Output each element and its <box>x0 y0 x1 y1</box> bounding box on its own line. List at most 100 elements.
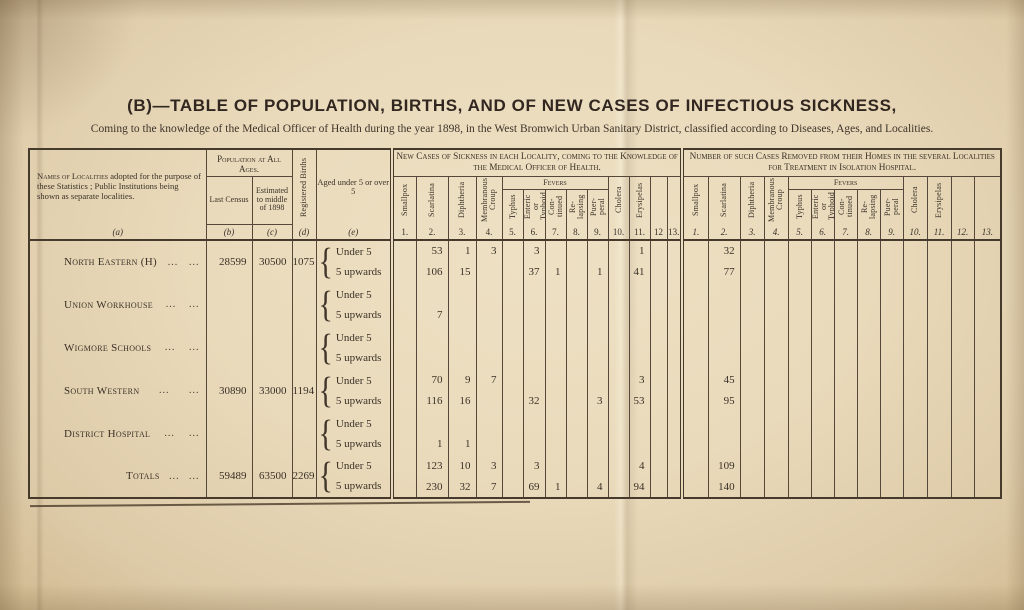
names-header-lead: Names of Localities <box>37 171 109 182</box>
cases-over5-cell <box>502 433 524 455</box>
removed-under5-cell <box>788 369 812 391</box>
removed-under5-cell <box>951 455 975 477</box>
births-header-label: Registered Births <box>299 157 308 217</box>
removed-under5-cell <box>740 455 765 477</box>
cases-fevers-group-header: Fevers <box>502 176 609 190</box>
removed-over5-cell <box>811 476 835 498</box>
removed-over5-cell <box>680 476 709 498</box>
col-number: 1. <box>390 224 417 241</box>
removed-under5-cell <box>927 240 952 262</box>
cases-over5-cell <box>667 390 683 412</box>
births-value: 1194 <box>292 369 317 412</box>
cases-over5-cell <box>476 261 503 283</box>
disease-label: Con- tinued <box>836 196 854 218</box>
estimated-value <box>252 412 293 455</box>
cases-under5-cell <box>566 412 588 434</box>
removed-over5-cell <box>788 476 812 498</box>
age-group-cell: {Under 5 5 upwards <box>316 326 393 369</box>
cases-over5-cell: 15 <box>448 261 477 283</box>
cases-over5-cell <box>608 433 630 455</box>
removed-under5-cell <box>880 240 904 262</box>
removed-over5-cell <box>764 390 789 412</box>
col-number: 5. <box>502 224 524 241</box>
col-number: 7. <box>834 224 858 241</box>
cases-over5-cell <box>587 347 609 369</box>
removed-over5-cell <box>951 261 975 283</box>
removed-col-puerperal: Puer- peral <box>880 189 904 224</box>
age-over-label: 5 upwards <box>335 480 382 492</box>
cases-over5-cell <box>650 433 668 455</box>
cases-over5-cell: 53 <box>629 390 651 412</box>
cases-over5-cell <box>650 347 668 369</box>
removed-under5-cell <box>764 240 789 262</box>
cases-over5-cell <box>545 390 567 412</box>
cases-over5-cell <box>523 347 546 369</box>
cases-under5-cell <box>545 326 567 348</box>
table-row: Union Workhouse...... {Under 5 5 upwards <box>29 283 1002 326</box>
locality-label: Totals <box>126 470 160 482</box>
cases-under5-cell <box>523 283 546 305</box>
removed-over5-cell <box>680 261 709 283</box>
brace-glyph: { <box>318 283 333 325</box>
removed-under5-cell <box>880 283 904 305</box>
cases-under5-cell: 1 <box>629 240 651 262</box>
removed-over5-cell <box>857 261 881 283</box>
cases-under5-cell <box>667 326 683 348</box>
cases-under5-cell <box>523 369 546 391</box>
removed-over5-cell <box>951 390 975 412</box>
cases-under5-cell <box>502 240 524 262</box>
cases-under5-cell <box>390 412 417 434</box>
age-under-label: Under 5 <box>335 374 372 387</box>
col-number: 8. <box>566 224 588 241</box>
cases-col-13 <box>667 176 683 224</box>
col-number: 2. <box>416 224 449 241</box>
cases-under5-cell <box>502 283 524 305</box>
removed-under5-cell <box>680 455 709 477</box>
dot-leader: ... <box>189 385 200 396</box>
col-letter: (b) <box>206 223 253 241</box>
locality-label: North Eastern (H) <box>64 256 157 268</box>
births-value <box>292 412 317 455</box>
removed-over5-cell <box>834 261 858 283</box>
age-group-cell: {Under 5 5 upwards <box>316 283 393 326</box>
cases-over5-cell: 3 <box>587 390 609 412</box>
births-value: 2269 <box>292 455 317 498</box>
col-number: 9. <box>587 224 609 241</box>
removed-under5-cell <box>951 412 975 434</box>
col-number: 13. <box>974 224 1002 241</box>
cases-over5-cell: 41 <box>629 261 651 283</box>
disease-label: Cholera <box>613 186 623 214</box>
cases-over5-cell: 1 <box>587 261 609 283</box>
removed-over5-cell <box>951 476 975 498</box>
col-number: 12. <box>951 224 975 241</box>
cases-over5-cell: 7 <box>476 476 503 498</box>
dot-leader: ... <box>158 385 170 396</box>
age-under-label: Under 5 <box>335 460 372 472</box>
disease-label: Enteric or Typhoid <box>523 192 545 221</box>
removed-col-relapsing: Re- lapsing <box>857 189 881 224</box>
disease-label: Re- lapsing <box>859 194 877 220</box>
removed-over5-cell <box>788 347 812 369</box>
names-header-rest: adopted for the purpose of these Statist… <box>37 171 201 201</box>
dot-leader: ... <box>169 470 180 482</box>
removed-under5-cell <box>951 326 975 348</box>
estimated-value <box>252 283 293 326</box>
cases-col-smallpox: Smallpox <box>390 176 417 224</box>
removed-over5-cell <box>708 304 741 326</box>
removed-over5-cell <box>834 433 858 455</box>
removed-col-typhus: Typhus <box>788 189 812 224</box>
age-under-label: Under 5 <box>335 246 372 258</box>
cases-under5-cell <box>502 369 524 391</box>
dot-leader: ... <box>164 428 175 439</box>
cases-over5-cell: 1 <box>545 476 567 498</box>
removed-under5-cell: 45 <box>708 369 741 391</box>
page-title: (B)—TABLE OF POPULATION, BIRTHS, AND OF … <box>127 96 897 115</box>
col-number: 5. <box>788 224 812 241</box>
cases-over5-cell <box>476 433 503 455</box>
col-number: 9. <box>880 224 904 241</box>
removed-over5-cell: 140 <box>708 476 741 498</box>
cases-over5-cell: 116 <box>416 390 449 412</box>
cases-under5-cell <box>566 455 588 477</box>
